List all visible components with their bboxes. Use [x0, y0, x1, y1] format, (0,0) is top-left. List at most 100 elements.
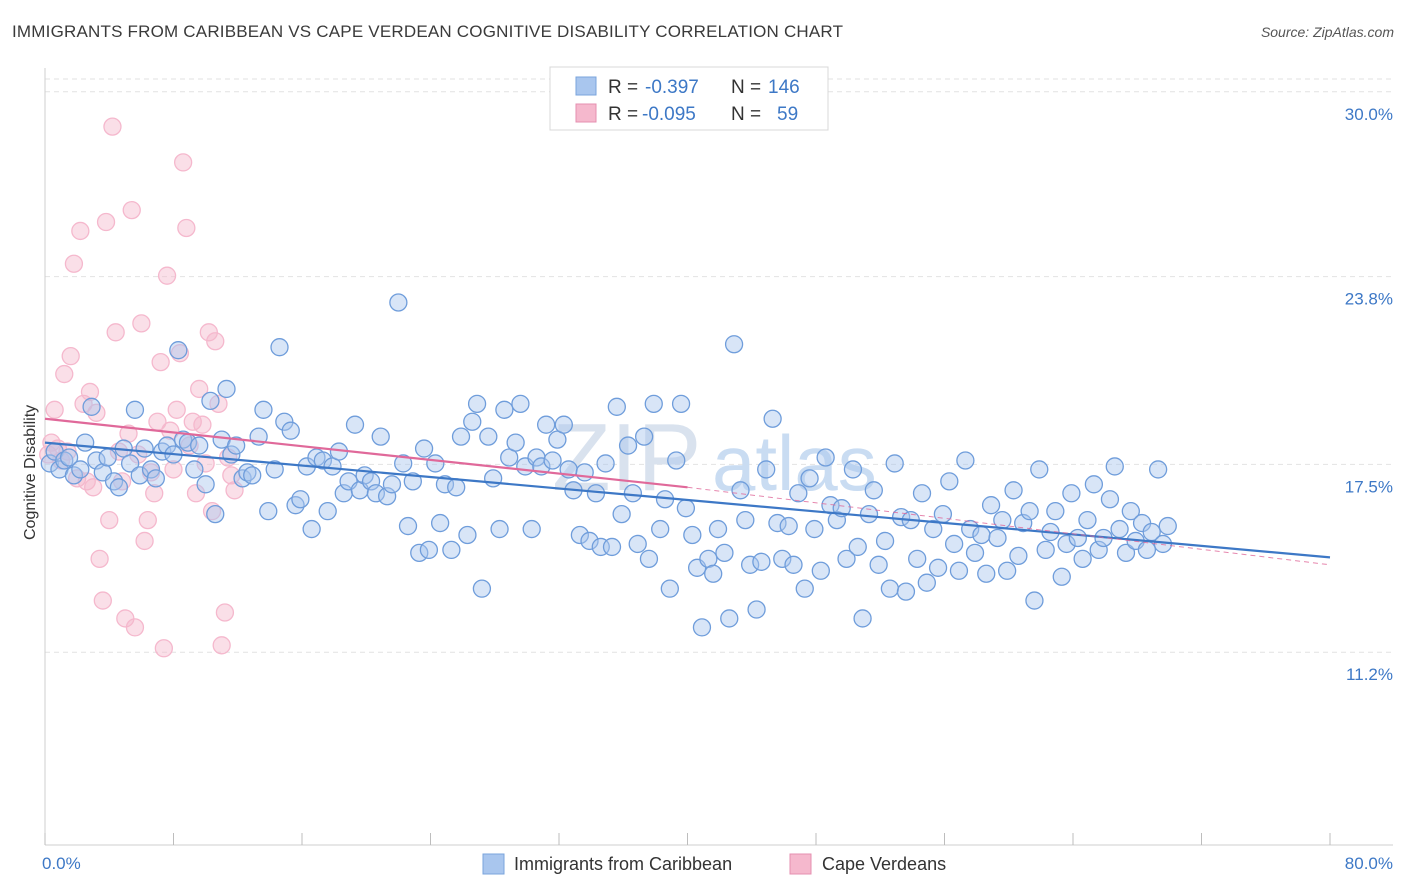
point-caribbean-170 — [949, 561, 969, 580]
point-caribbean-180 — [1004, 481, 1023, 500]
point-caribbean-200 — [1110, 519, 1129, 539]
point-cape-verdeans-43 — [177, 218, 196, 238]
points-caribbean — [40, 293, 1177, 637]
point-caribbean-176 — [981, 496, 1001, 515]
point-caribbean-100 — [575, 463, 594, 482]
point-caribbean-143 — [805, 519, 824, 539]
point-caribbean-162 — [908, 549, 927, 568]
x-tick-label-1: 80.0% — [1345, 854, 1393, 873]
point-caribbean-129 — [731, 481, 750, 500]
point-caribbean-25 — [173, 430, 193, 449]
point-cape-verdeans-10 — [71, 221, 90, 241]
point-caribbean-67 — [398, 516, 418, 536]
point-caribbean-205 — [1137, 540, 1157, 560]
point-caribbean-134 — [757, 460, 776, 479]
point-cape-verdeans-49 — [196, 454, 215, 473]
point-caribbean-201 — [1116, 543, 1136, 563]
point-caribbean-83 — [483, 469, 503, 488]
point-cape-verdeans-33 — [145, 484, 164, 503]
point-cape-verdeans-15 — [87, 403, 106, 422]
point-caribbean-181 — [1009, 546, 1028, 566]
point-caribbean-42 — [265, 460, 284, 479]
point-caribbean-79 — [463, 412, 482, 431]
point-caribbean-112 — [639, 549, 659, 568]
watermark-atlas: atlas — [712, 419, 877, 507]
y-tick-label-1: 17.5% — [1345, 477, 1393, 496]
point-caribbean-81 — [472, 579, 492, 598]
point-caribbean-209 — [1158, 516, 1177, 536]
x-tick-labels: 0.0% 80.0% — [42, 854, 1393, 873]
point-caribbean-165 — [924, 519, 943, 539]
point-caribbean-88 — [511, 394, 530, 413]
point-caribbean-29 — [196, 475, 215, 494]
point-caribbean-186 — [1036, 540, 1055, 560]
point-caribbean-28 — [190, 436, 209, 455]
series-legend-swatch-caribbean — [482, 853, 505, 875]
point-caribbean-145 — [816, 448, 835, 467]
point-caribbean-52 — [318, 502, 337, 521]
point-caribbean-114 — [651, 519, 670, 539]
point-caribbean-3 — [55, 451, 74, 470]
point-caribbean-108 — [618, 436, 638, 455]
legend-r-label-1: R = — [608, 77, 638, 98]
series-legend-label-caribbean: Immigrants from Caribbean — [514, 854, 732, 874]
point-caribbean-207 — [1148, 460, 1168, 479]
trend-line-caribbean — [44, 441, 1331, 559]
point-caribbean-13 — [109, 478, 129, 497]
point-caribbean-107 — [612, 504, 631, 524]
point-caribbean-65 — [389, 293, 408, 312]
point-caribbean-126 — [715, 543, 734, 563]
point-caribbean-104 — [596, 454, 615, 473]
point-caribbean-138 — [779, 516, 798, 536]
point-caribbean-46 — [286, 496, 305, 515]
stats-legend: R = -0.397 N = 146 R = -0.095 N = 59 — [549, 66, 829, 131]
point-caribbean-147 — [827, 510, 847, 530]
point-caribbean-135 — [763, 409, 782, 428]
point-caribbean-192 — [1068, 528, 1087, 548]
point-caribbean-37 — [238, 463, 257, 482]
point-caribbean-73 — [430, 513, 450, 533]
point-caribbean-106 — [607, 397, 626, 416]
point-caribbean-142 — [800, 469, 819, 488]
point-caribbean-33 — [217, 379, 236, 399]
point-caribbean-173 — [965, 543, 985, 563]
point-caribbean-43 — [270, 338, 289, 357]
point-caribbean-51 — [313, 451, 333, 470]
point-caribbean-128 — [724, 335, 744, 354]
point-cape-verdeans-55 — [215, 603, 235, 622]
point-cape-verdeans-52 — [206, 332, 225, 351]
point-cape-verdeans-17 — [93, 591, 112, 610]
point-caribbean-166 — [928, 558, 948, 577]
point-caribbean-140 — [789, 484, 808, 503]
legend-r-label-2: R = — [608, 104, 638, 125]
point-caribbean-11 — [98, 448, 117, 467]
point-cape-verdeans-21 — [106, 323, 125, 342]
point-caribbean-122 — [692, 618, 712, 637]
point-caribbean-35 — [226, 436, 246, 455]
point-caribbean-168 — [940, 472, 959, 491]
legend-swatch-blue — [575, 76, 597, 96]
point-caribbean-127 — [720, 609, 739, 628]
point-caribbean-119 — [676, 499, 696, 518]
point-caribbean-41 — [259, 502, 278, 521]
point-caribbean-117 — [667, 451, 686, 470]
point-caribbean-116 — [660, 579, 679, 598]
watermark: ZIP atlas — [552, 404, 877, 511]
point-caribbean-76 — [447, 478, 466, 497]
point-caribbean-77 — [451, 427, 471, 446]
y-tick-label-3: 30.0% — [1345, 105, 1393, 124]
point-caribbean-6 — [71, 460, 90, 479]
point-caribbean-40 — [254, 400, 273, 419]
point-cape-verdeans-31 — [138, 510, 157, 530]
point-caribbean-179 — [997, 561, 1017, 580]
point-caribbean-132 — [747, 600, 766, 619]
point-cape-verdeans-47 — [190, 379, 209, 399]
point-caribbean-64 — [382, 475, 402, 494]
point-cape-verdeans-2 — [45, 400, 64, 419]
point-caribbean-199 — [1105, 457, 1124, 476]
point-caribbean-78 — [458, 525, 477, 545]
point-caribbean-120 — [683, 525, 702, 545]
point-caribbean-94 — [543, 451, 562, 470]
legend-n-value-2: 59 — [777, 104, 798, 125]
point-cape-verdeans-5 — [55, 364, 74, 384]
